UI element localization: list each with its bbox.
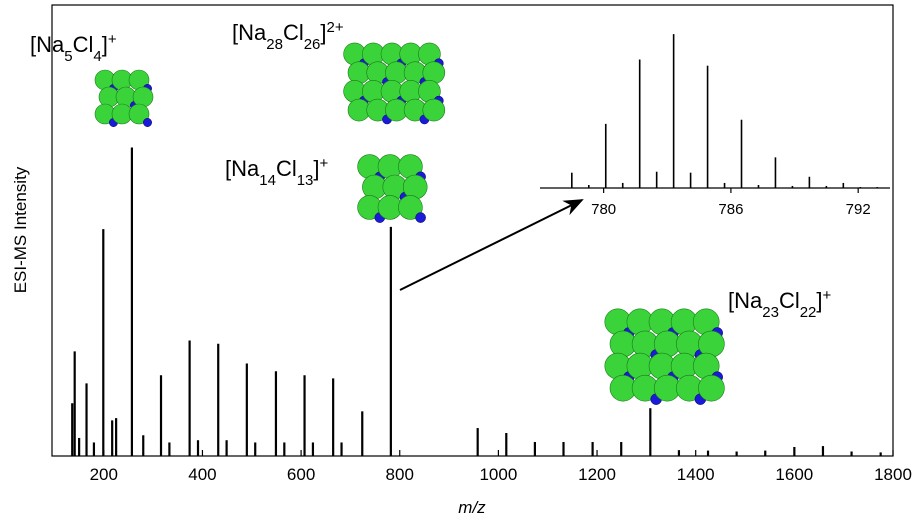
x-tick-label: 780	[591, 201, 616, 218]
chlorine-atom	[698, 330, 725, 358]
x-tick-label: 1200	[578, 465, 616, 484]
label-part: +	[823, 287, 832, 304]
label-part: [Na	[225, 156, 260, 181]
label-part: ]	[816, 288, 822, 313]
x-tick-label: 1600	[775, 465, 813, 484]
label-part: +	[108, 31, 117, 48]
cluster-illustration	[604, 308, 725, 405]
sodium-atom	[143, 118, 152, 127]
x-tick-label: 792	[846, 201, 871, 218]
label-part: 5	[64, 48, 72, 65]
cluster-illustration	[357, 154, 428, 223]
label-part: 22	[800, 304, 817, 321]
chlorine-atom	[698, 374, 725, 402]
x-tick-label: 1800	[874, 465, 912, 484]
x-axis-label: m/z	[458, 498, 486, 517]
cluster-label: [Na28Cl26]2+	[232, 19, 344, 53]
label-part: Cl	[276, 156, 297, 181]
chlorine-atom	[422, 98, 446, 122]
chlorine-atom	[128, 103, 150, 125]
plot-frame	[51, 4, 894, 457]
label-part: +	[320, 155, 329, 172]
label-part: 23	[762, 304, 779, 321]
cluster-label: [Na23Cl22]+	[728, 287, 832, 321]
label-part: [Na	[232, 20, 267, 45]
label-part: Cl	[283, 20, 304, 45]
label-part: 4	[93, 48, 101, 65]
cluster-illustration	[343, 42, 446, 125]
label-part: 26	[304, 36, 321, 53]
cluster-label: [Na14Cl13]+	[225, 155, 329, 189]
x-tick-label: 1000	[479, 465, 517, 484]
x-tick-label: 786	[718, 201, 743, 218]
label-part: [Na	[728, 288, 763, 313]
x-tick-label: 800	[386, 465, 414, 484]
label-part: 2+	[327, 19, 344, 36]
zoom-arrow	[399, 199, 584, 291]
cluster-illustration	[94, 69, 154, 127]
x-tick-label: 600	[287, 465, 315, 484]
x-tick-label: 200	[90, 465, 118, 484]
x-tick-label: 1400	[677, 465, 715, 484]
label-part: 28	[266, 36, 283, 53]
chlorine-atom	[422, 61, 446, 84]
label-part: Cl	[779, 288, 800, 313]
chlorine-atom	[398, 195, 423, 220]
chlorine-atom	[132, 86, 154, 108]
y-axis-label: ESI-MS Intensity	[11, 166, 30, 293]
sodium-atom	[415, 212, 426, 223]
label-part: Cl	[73, 32, 94, 57]
label-part: ]	[102, 32, 108, 57]
label-part: [Na	[30, 32, 65, 57]
label-part: 13	[297, 172, 314, 189]
x-tick-label: 400	[188, 465, 216, 484]
chlorine-atom	[402, 174, 428, 200]
cluster-label: [Na5Cl4]+	[30, 31, 117, 65]
label-part: 14	[259, 172, 276, 189]
label-part: ]	[313, 156, 319, 181]
label-part: ]	[320, 20, 326, 45]
